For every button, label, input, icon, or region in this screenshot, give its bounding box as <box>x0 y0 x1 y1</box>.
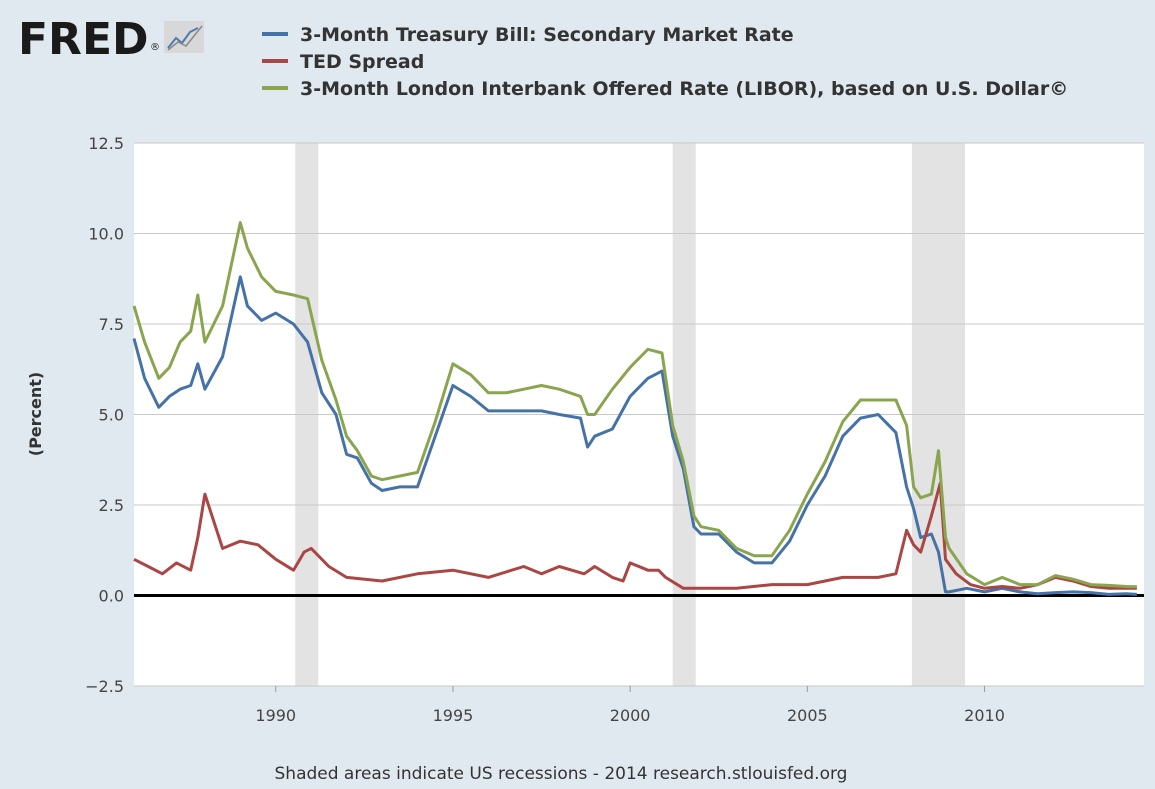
footer-note: Shaded areas indicate US recessions - 20… <box>275 764 848 784</box>
x-axis-ticks: 1990 1995 2000 2005 2010 <box>255 686 1005 725</box>
x-tick-label: 1995 <box>433 706 474 725</box>
y-axis-label: (Percent) <box>26 372 45 456</box>
logo-registered: ® <box>150 42 160 53</box>
series-line-1 <box>132 275 1137 596</box>
y-tick-label: 12.5 <box>88 134 124 153</box>
logo-text: FRED <box>18 14 149 65</box>
logo-graph-line <box>167 27 199 49</box>
legend-label: 3-Month London Interbank Offered Rate (L… <box>300 78 1068 100</box>
x-tick-label: 2010 <box>964 706 1005 725</box>
fred-logo[interactable]: FRED ® <box>18 14 204 65</box>
y-axis-ticks: −2.5 0.0 2.5 5.0 7.5 10.0 12.5 <box>85 134 124 696</box>
grid-lines <box>134 142 1144 687</box>
y-tick-label: 5.0 <box>99 406 124 425</box>
x-tick-label: 1990 <box>255 706 296 725</box>
legend: 3-Month Treasury Bill: Secondary Market … <box>262 24 1068 100</box>
y-tick-label: 7.5 <box>99 315 124 334</box>
y-tick-label: 10.0 <box>88 225 124 244</box>
series-group <box>132 221 1137 596</box>
series-line-3 <box>132 221 1137 589</box>
legend-label: TED Spread <box>300 51 424 73</box>
series-line-2 <box>133 481 1137 590</box>
legend-label: 3-Month Treasury Bill: Secondary Market … <box>300 24 794 46</box>
y-tick-label: −2.5 <box>85 677 124 696</box>
x-tick-label: 2000 <box>610 706 651 725</box>
logo-graph-line-2 <box>167 25 203 51</box>
y-tick-label: 0.0 <box>99 587 124 606</box>
y-tick-label: 2.5 <box>99 496 124 515</box>
x-tick-label: 2005 <box>787 706 828 725</box>
